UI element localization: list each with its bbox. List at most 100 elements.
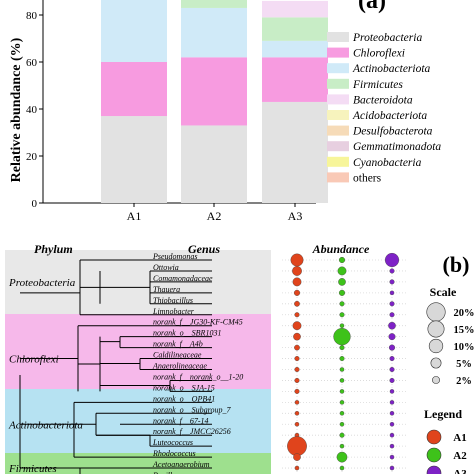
abundance-bubble (339, 345, 345, 351)
abundance-bubble (339, 443, 345, 449)
abundance-bubble (339, 389, 345, 394)
abundance-bubble (339, 378, 345, 383)
y-axis-label: Relative abundance (%) (9, 37, 24, 182)
abundance-bubble (337, 266, 347, 276)
genus-labels: Pseudomonas Ottowia Comamonadaceae Thauera T… (152, 252, 243, 474)
abundance-bubble (389, 432, 395, 438)
abundance-bubble (293, 289, 301, 296)
scale-label: 10% (454, 342, 474, 353)
abundance-bubble (389, 356, 395, 362)
legend-swatch (327, 63, 349, 74)
x-tick-label: A3 (288, 209, 303, 223)
legend-label: others (353, 172, 382, 184)
abundance-bubble (292, 277, 302, 287)
phylum-labels: Proteobacteria Chloroflexi Actinobacteriot… (8, 277, 83, 474)
scale-legend: 20% 15% 10% 5% 2% (426, 302, 474, 387)
phylum-band (5, 250, 271, 314)
y-tick-label: 0 (32, 198, 38, 210)
genus-label: norank_o__SBR1031 (153, 329, 221, 338)
legend-bubble (426, 429, 442, 445)
scale-bubble (427, 320, 445, 338)
phylum-band (5, 389, 271, 453)
genus-label: norank_o__SJA-15 (153, 383, 215, 392)
abundance-bubble (294, 377, 300, 383)
scale-label: 20% (454, 308, 474, 319)
x-tick-label: A2 (207, 209, 222, 223)
abundance-bubble (293, 332, 301, 341)
phylum-label: Chloroflexi (9, 354, 59, 366)
abundance-bubble (389, 366, 395, 373)
bar-segment (262, 40, 328, 58)
abundance-bubble (290, 253, 304, 267)
y-tick-label: 20 (26, 151, 38, 163)
scale-bubble (432, 376, 440, 384)
abundance-bubble (389, 400, 395, 405)
abundance-bubble (294, 356, 300, 362)
abundance-bubble (294, 300, 300, 307)
legend-label: A1 (453, 432, 466, 444)
legend-swatch (327, 110, 349, 120)
genus-label: Caldilineaceae (153, 351, 202, 360)
bar-segment (181, 57, 247, 126)
bar-segment (181, 0, 247, 8)
abundance-bubble (389, 268, 395, 274)
abundance-bubble (294, 465, 300, 471)
genus-label: Limnobacter (152, 307, 195, 316)
legend-label: Chloroflexi (353, 48, 405, 60)
legend-swatch (327, 78, 349, 89)
phylum-label: Proteobacteria (8, 277, 76, 289)
genus-label: norank_f__A4b (153, 340, 203, 349)
legend-label: Actinobacteriota (352, 63, 431, 75)
genus-label: Ottowia (153, 263, 179, 272)
genus-label: Thauera (153, 285, 180, 294)
legend-swatch (327, 156, 349, 167)
scale-label: 2% (456, 376, 472, 387)
bar-segment (262, 57, 328, 102)
abundance-bubble (294, 388, 300, 394)
abundance-bubble (389, 279, 395, 285)
abundance-bubble (389, 301, 395, 307)
bar-segment (262, 17, 328, 41)
legend-swatch (327, 141, 349, 152)
y-tick-label: 60 (26, 57, 38, 69)
legend-label: Firmicutes (352, 79, 403, 91)
abundance-bubble (292, 321, 302, 331)
legend-label: Cyanobacteria (353, 157, 422, 169)
legend-title: Legend (424, 407, 462, 421)
legend-swatch (327, 32, 349, 42)
abundance-bubble (294, 422, 300, 427)
abundance-bubble (294, 312, 300, 318)
axes: 0 20 40 60 80 A1 A2 A3 (26, 0, 316, 223)
bar-segment (262, 101, 328, 203)
genus-label: norank_f__JG30-KF-CM45 (153, 318, 243, 327)
legend-bubble (426, 447, 442, 463)
phylum-label: Firmicutes (8, 463, 57, 474)
phylum-band (5, 314, 271, 389)
abundance-bubble (287, 436, 307, 457)
abundance-bubble (339, 301, 345, 307)
scale-bubble (428, 338, 444, 354)
bar-segment (262, 0, 328, 18)
abundance-bubble (389, 290, 395, 296)
legend-label: Bacteroidota (353, 94, 413, 106)
abundance-bubble (389, 443, 395, 449)
legend-bubble (426, 465, 442, 474)
phylum-label: Actinobacteriota (8, 419, 83, 431)
y-tick-label: 40 (26, 104, 38, 116)
abundance-bubble (389, 411, 395, 416)
bar-segment (181, 125, 247, 203)
abundance-bubble (389, 422, 395, 427)
abundance-bubble (294, 366, 300, 373)
abundance-bubble (339, 367, 345, 372)
abundance-bubble (336, 451, 348, 463)
abundance-bubbles (287, 252, 400, 471)
genus-label: Anaerolineaceae (152, 362, 207, 371)
abundance-bubble (388, 333, 396, 341)
genus-label: norank_f__JMCC26256 (153, 427, 231, 436)
scale-label: 15% (454, 325, 474, 336)
scale-bubble (430, 357, 442, 369)
genus-label: norank_o__Subgroup_7 (153, 405, 231, 414)
abundance-bubble (293, 453, 301, 461)
legend-swatch (327, 125, 349, 136)
